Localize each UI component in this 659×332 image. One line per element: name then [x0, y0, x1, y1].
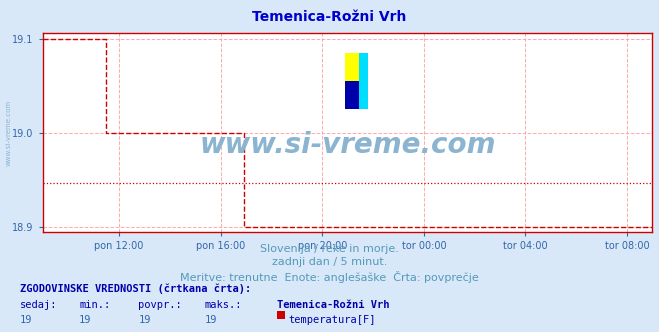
- Text: zadnji dan / 5 minut.: zadnji dan / 5 minut.: [272, 257, 387, 267]
- Text: povpr.:: povpr.:: [138, 300, 182, 310]
- Bar: [359, 53, 368, 109]
- Text: 19: 19: [138, 315, 151, 325]
- Text: Meritve: trenutne  Enote: anglešaške  Črta: povprečje: Meritve: trenutne Enote: anglešaške Črta…: [180, 271, 479, 283]
- Text: min.:: min.:: [79, 300, 110, 310]
- Bar: [345, 81, 359, 109]
- Text: www.si-vreme.com: www.si-vreme.com: [200, 131, 496, 159]
- Text: 19: 19: [204, 315, 217, 325]
- Bar: [345, 53, 360, 81]
- Text: www.si-vreme.com: www.si-vreme.com: [5, 100, 11, 166]
- Text: Temenica-Rožni Vrh: Temenica-Rožni Vrh: [277, 300, 389, 310]
- Text: 19: 19: [79, 315, 92, 325]
- Text: Slovenija / reke in morje.: Slovenija / reke in morje.: [260, 244, 399, 254]
- Text: Temenica-Rožni Vrh: Temenica-Rožni Vrh: [252, 10, 407, 24]
- Text: sedaj:: sedaj:: [20, 300, 57, 310]
- Text: 19: 19: [20, 315, 32, 325]
- Text: temperatura[F]: temperatura[F]: [289, 315, 376, 325]
- Text: ZGODOVINSKE VREDNOSTI (črtkana črta):: ZGODOVINSKE VREDNOSTI (črtkana črta):: [20, 284, 251, 294]
- Text: maks.:: maks.:: [204, 300, 242, 310]
